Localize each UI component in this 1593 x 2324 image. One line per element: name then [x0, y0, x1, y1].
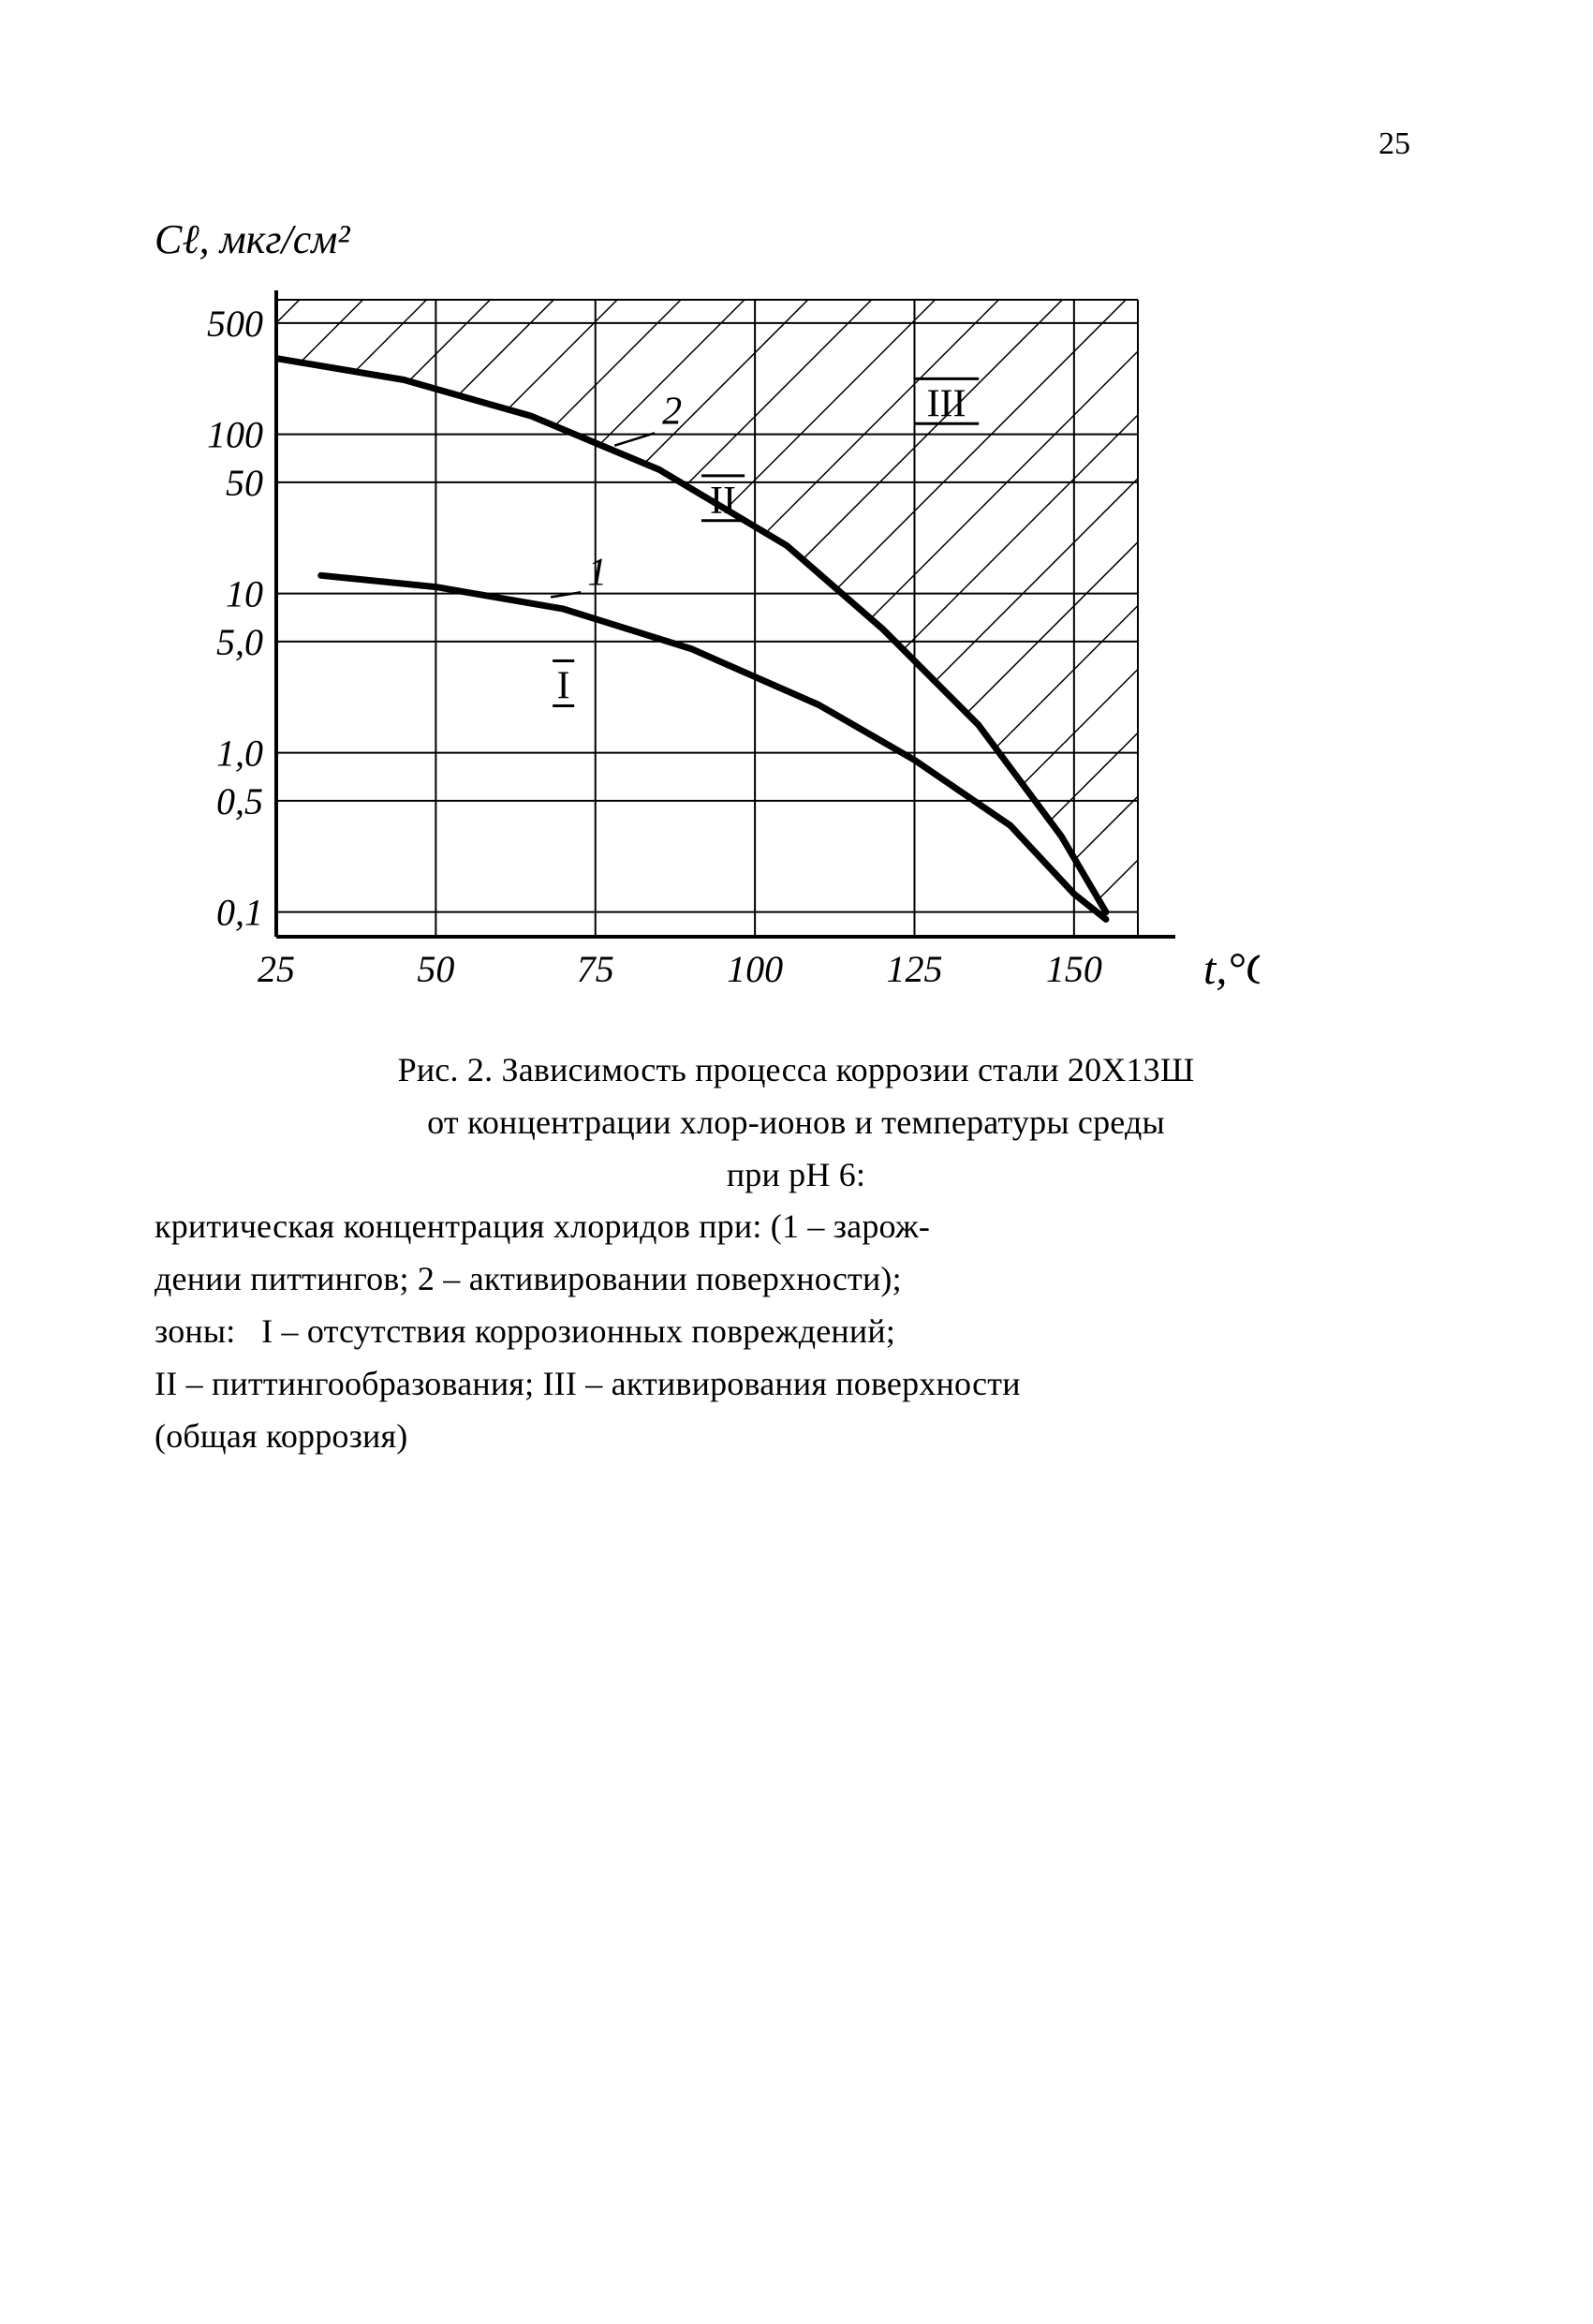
caption-line: II – питтингообразования; III – активиро…	[155, 1358, 1438, 1411]
curve-2-label: 2	[662, 390, 682, 433]
ytick-label: 1,0	[216, 733, 263, 775]
figure-caption: Рис. 2. Зависимость процесса коррозии ст…	[155, 1044, 1438, 1462]
caption-line: зоны: I – отсутствия коррозионных повреж…	[155, 1306, 1438, 1358]
ytick-label: 0,1	[216, 892, 263, 934]
ytick-label: 0,5	[216, 780, 263, 822]
xtick-label: 125	[886, 948, 942, 990]
xtick-label: 75	[577, 948, 614, 990]
caption-line: от концентрации хлор-ионов и температуры…	[155, 1097, 1438, 1149]
zone-label-iii: III	[927, 382, 966, 425]
x-axis-label: t,°C	[1203, 944, 1260, 994]
curve-1-label: 1	[587, 551, 607, 594]
page: 25 Cℓ, мкг/см² 12IIIIII50010050105,01,00…	[0, 0, 1593, 2324]
ytick-label: 100	[207, 414, 263, 456]
ytick-label: 10	[226, 573, 263, 615]
xtick-label: 150	[1046, 948, 1102, 990]
caption-line: дении питтингов; 2 – активировании повер…	[155, 1253, 1438, 1306]
xtick-label: 50	[417, 948, 454, 990]
caption-line: при pH 6:	[155, 1149, 1438, 1202]
zone-label-ii: II	[710, 480, 736, 523]
figure: Cℓ, мкг/см² 12IIIIII50010050105,01,00,50…	[164, 244, 1428, 1021]
xtick-label: 25	[258, 948, 295, 990]
y-axis-label: Cℓ, мкг/см²	[155, 215, 350, 263]
chart-svg: 12IIIIII50010050105,01,00,50,12550751001…	[164, 244, 1260, 1021]
caption-line: (общая коррозия)	[155, 1411, 1438, 1463]
zone-3-hatch	[276, 300, 1138, 912]
zone-label-i: I	[557, 664, 570, 707]
xtick-label: 100	[727, 948, 783, 990]
ytick-label: 5,0	[216, 621, 263, 663]
caption-line: критическая концентрация хлоридов при: (…	[155, 1201, 1438, 1253]
caption-line: Рис. 2. Зависимость процесса коррозии ст…	[155, 1044, 1438, 1097]
ytick-label: 500	[207, 303, 263, 345]
ytick-label: 50	[226, 462, 263, 504]
page-number: 25	[1379, 126, 1410, 162]
